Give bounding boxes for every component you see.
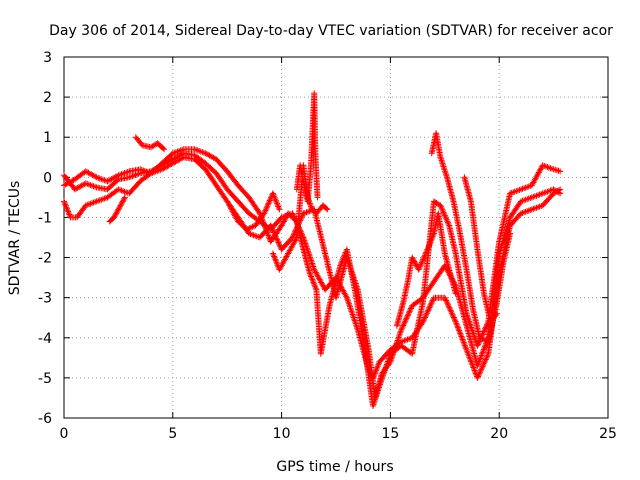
y-tick-label: -5 — [38, 371, 52, 387]
y-tick-label: -6 — [38, 411, 52, 427]
grid-lines — [64, 57, 608, 418]
y-tick-label: 2 — [43, 90, 52, 106]
y-tick-label: 1 — [43, 130, 52, 146]
series-markers — [61, 146, 564, 409]
y-tick-label: 3 — [43, 50, 52, 66]
axis-ticks: 0 5 10 15 20 25 -6 -5 -4 -3 -2 -1 0 1 2 3 — [38, 50, 617, 442]
series-4 — [106, 194, 128, 225]
series-6 — [226, 190, 283, 233]
x-tick-label: 15 — [381, 426, 399, 442]
data-points — [61, 90, 564, 409]
y-tick-label: -2 — [38, 251, 52, 267]
series-markers — [293, 90, 321, 205]
y-tick-label: -4 — [38, 331, 52, 347]
x-tick-label: 25 — [599, 426, 617, 442]
series-markers — [428, 130, 514, 345]
series-5 — [132, 134, 168, 153]
y-tick-label: 0 — [43, 170, 52, 186]
series-markers — [461, 174, 501, 325]
x-tick-label: 20 — [490, 426, 508, 442]
series-markers — [393, 210, 459, 329]
y-axis-label: SDTVAR / TECUs — [7, 181, 23, 296]
x-tick-label: 5 — [168, 426, 177, 442]
x-tick-label: 0 — [60, 426, 69, 442]
x-axis-label: GPS time / hours — [276, 459, 393, 475]
chart-title: Day 306 of 2014, Sidereal Day-to-day VTE… — [49, 23, 613, 39]
series-markers — [106, 194, 128, 225]
y-tick-label: -1 — [38, 210, 52, 226]
plot-frame — [63, 56, 609, 419]
series-8 — [293, 90, 321, 205]
series-markers — [132, 134, 168, 153]
series-markers — [226, 190, 283, 233]
series-10 — [428, 130, 514, 345]
series-9 — [393, 210, 459, 329]
y-tick-label: -3 — [38, 291, 52, 307]
series-11 — [461, 174, 501, 325]
series-3 — [61, 146, 564, 409]
x-tick-label: 10 — [273, 426, 291, 442]
